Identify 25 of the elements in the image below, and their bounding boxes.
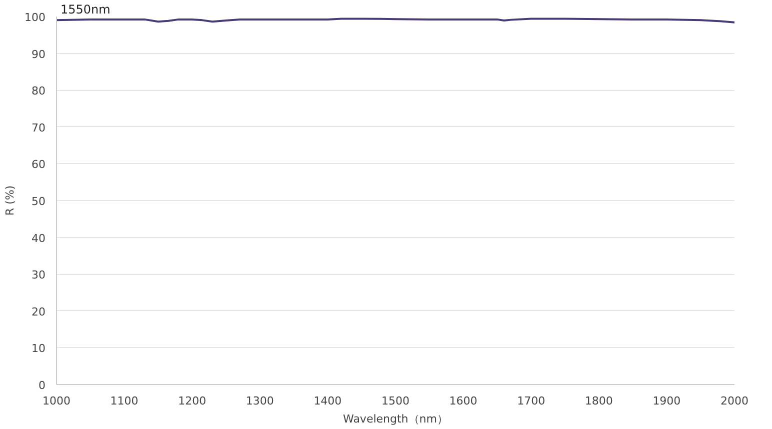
x-tick-label: 1500 <box>382 394 410 408</box>
y-tick-label: 10 <box>32 342 46 356</box>
x-tick-label: 1200 <box>178 394 206 408</box>
x-tick-label: 1600 <box>449 394 478 408</box>
y-tick-label: 0 <box>38 379 46 392</box>
x-tick-label: 1400 <box>314 394 342 408</box>
x-tick-label: 1800 <box>584 394 613 408</box>
y-tick-label: 90 <box>32 48 46 61</box>
y-tick-label: 50 <box>32 195 46 208</box>
x-tick-label: 1700 <box>517 394 546 408</box>
text: 1550nm <box>60 2 110 16</box>
y-tick-label: 80 <box>32 84 46 98</box>
x-tick-label: 1000 <box>42 394 71 408</box>
y-tick-label: 60 <box>32 158 46 172</box>
y-tick-label: 30 <box>32 268 46 282</box>
y-axis-title: R (%) <box>4 185 17 216</box>
x-tick-label: 2000 <box>720 394 749 408</box>
x-tick-label: 1300 <box>246 394 274 408</box>
y-tick-label: 100 <box>24 11 46 24</box>
x-tick-label: 1100 <box>110 394 138 408</box>
x-axis-title: Wavelength（nm） <box>343 412 448 426</box>
y-tick-label: 20 <box>32 305 46 318</box>
y-tick-label: 70 <box>32 121 46 134</box>
x-tick-label: 1900 <box>652 394 681 408</box>
y-tick-label: 40 <box>32 232 46 245</box>
